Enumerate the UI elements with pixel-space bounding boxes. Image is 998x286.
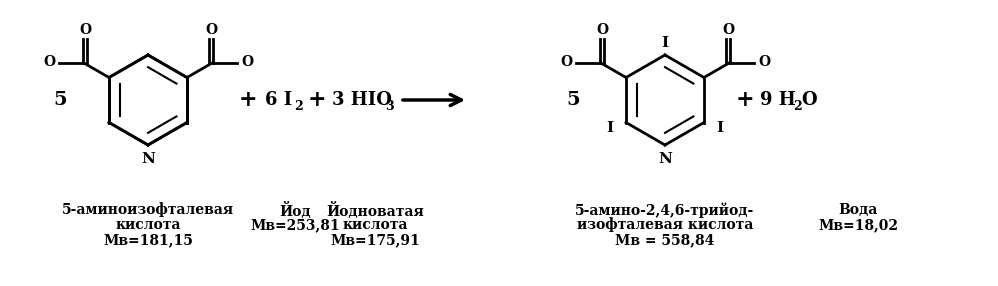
- Text: N: N: [658, 152, 672, 166]
- Text: изофталевая кислота: изофталевая кислота: [577, 218, 753, 233]
- Text: +: +: [239, 89, 257, 111]
- Text: O: O: [722, 23, 734, 37]
- Text: +: +: [307, 89, 326, 111]
- Text: Мв=175,91: Мв=175,91: [330, 233, 420, 247]
- Text: N: N: [141, 152, 155, 166]
- Text: Мв=253,81: Мв=253,81: [250, 218, 339, 232]
- Text: 9 H: 9 H: [760, 91, 795, 109]
- Text: O: O: [757, 55, 770, 69]
- Text: 2: 2: [294, 100, 302, 112]
- Text: 5-аминоизофталевая: 5-аминоизофталевая: [62, 202, 235, 217]
- Text: I: I: [662, 36, 669, 50]
- Text: O: O: [43, 55, 55, 69]
- Text: O: O: [801, 91, 816, 109]
- Text: +: +: [736, 89, 754, 111]
- Text: Мв=18,02: Мв=18,02: [818, 218, 898, 232]
- Text: 3 HIO: 3 HIO: [332, 91, 392, 109]
- Text: I: I: [607, 120, 614, 134]
- Text: O: O: [205, 23, 217, 37]
- Text: Мв=181,15: Мв=181,15: [103, 233, 193, 247]
- Text: O: O: [596, 23, 608, 37]
- Text: Йод: Йод: [279, 202, 310, 219]
- Text: Йодноватая: Йодноватая: [326, 202, 424, 219]
- Text: 5-амино-2,4,6-трийод-: 5-амино-2,4,6-трийод-: [576, 202, 754, 218]
- Text: 5: 5: [53, 91, 67, 109]
- Text: O: O: [241, 55, 253, 69]
- Text: Вода: Вода: [838, 203, 877, 217]
- Text: O: O: [79, 23, 91, 37]
- Text: 5: 5: [566, 91, 580, 109]
- Text: 6 I: 6 I: [265, 91, 292, 109]
- Text: кислота: кислота: [115, 218, 181, 232]
- Text: O: O: [560, 55, 572, 69]
- Text: 2: 2: [793, 100, 801, 112]
- Text: 3: 3: [385, 100, 393, 112]
- Text: I: I: [717, 120, 724, 134]
- Text: кислота: кислота: [342, 218, 408, 232]
- Text: Мв = 558,84: Мв = 558,84: [616, 233, 715, 247]
